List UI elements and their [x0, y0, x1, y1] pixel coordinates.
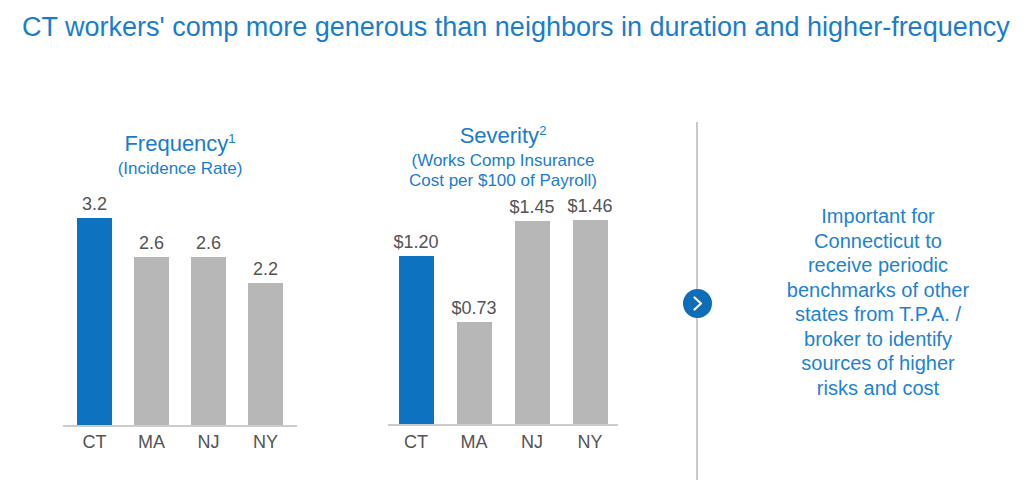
frequency-chart-subtitle: (Incidence Rate)	[33, 159, 327, 179]
bar-value-label-ma: $0.73	[429, 298, 520, 319]
bar-ny: $1.46	[573, 220, 608, 424]
bar-ma: 2.6	[134, 257, 169, 425]
x-axis-label-ma: MA	[457, 432, 492, 453]
frequency-x-axis-line	[63, 425, 297, 427]
severity-x-axis-labels: CT MA NJ NY	[388, 432, 618, 453]
bar-ma: $0.73	[457, 322, 492, 424]
bar-ct: $1.20	[399, 256, 434, 424]
severity-chart-title-text: Severity	[460, 123, 539, 148]
x-axis-label-ct: CT	[77, 432, 112, 453]
bar-value-label-ct: $1.20	[371, 232, 462, 253]
bar-value-label-ny: 2.2	[220, 259, 311, 280]
severity-chart: Severity2 (Works Comp Insurance Cost per…	[388, 125, 618, 455]
severity-footnote-marker: 2	[539, 123, 546, 138]
callout-text: Important for Connecticut to receive per…	[753, 204, 1003, 400]
bar-nj: $1.45	[515, 221, 550, 424]
bar-nj: 2.6	[191, 257, 226, 425]
x-axis-label-ny: NY	[573, 432, 608, 453]
arrow-circle	[683, 289, 712, 318]
severity-x-axis-line	[388, 424, 618, 426]
slide-title: CT workers' comp more generous than neig…	[22, 12, 1010, 43]
severity-plot-area: $1.20$0.73$1.45$1.46	[388, 220, 618, 424]
bar-ny: 2.2	[248, 283, 283, 425]
x-axis-label-nj: NJ	[191, 432, 226, 453]
severity-chart-subtitle: (Works Comp Insurance Cost per $100 of P…	[358, 151, 648, 191]
frequency-chart-title: Frequency1	[63, 131, 297, 157]
x-axis-label-nj: NJ	[515, 432, 550, 453]
frequency-plot-area: 3.22.62.62.2	[63, 218, 297, 425]
x-axis-label-ct: CT	[399, 432, 434, 453]
bar-value-label-nj: 2.6	[163, 233, 254, 254]
bar-value-label-ct: 3.2	[49, 194, 140, 215]
chevron-right-icon	[683, 289, 712, 318]
frequency-x-axis-labels: CT MA NJ NY	[63, 432, 297, 453]
frequency-chart: Frequency1 (Incidence Rate) 3.22.62.62.2…	[63, 125, 297, 455]
severity-chart-title: Severity2	[388, 123, 618, 149]
x-axis-label-ny: NY	[248, 432, 283, 453]
bar-value-label-ny: $1.46	[545, 196, 636, 217]
frequency-footnote-marker: 1	[228, 131, 235, 146]
x-axis-label-ma: MA	[134, 432, 169, 453]
frequency-chart-title-text: Frequency	[124, 131, 228, 156]
